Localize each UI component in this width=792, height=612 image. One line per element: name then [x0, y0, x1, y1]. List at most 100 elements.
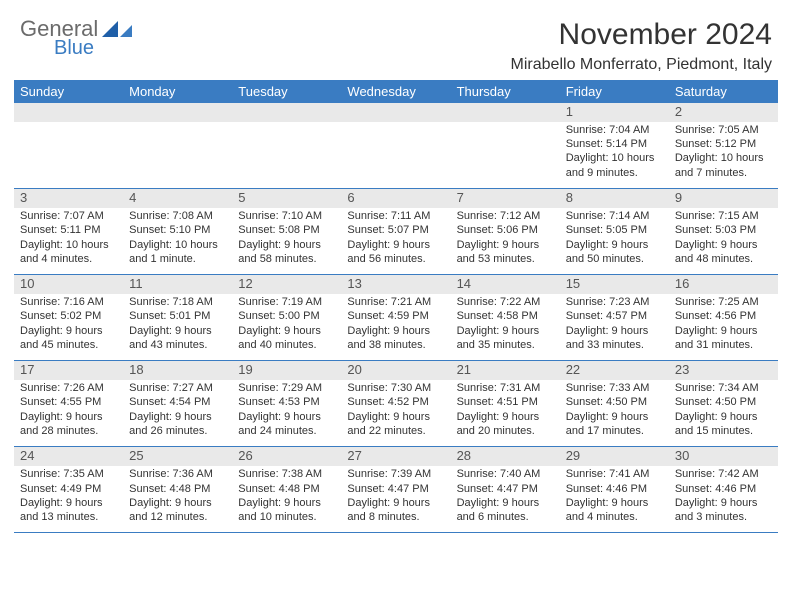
sunrise-text: Sunrise: 7:15 AM	[675, 209, 772, 223]
daylight-text: Daylight: 9 hours and 58 minutes.	[238, 238, 335, 267]
dow-thursday: Thursday	[451, 80, 560, 103]
sunrise-text: Sunrise: 7:29 AM	[238, 381, 335, 395]
sunrise-text: Sunrise: 7:40 AM	[457, 467, 554, 481]
calendar-cell: 29Sunrise: 7:41 AMSunset: 4:46 PMDayligh…	[560, 447, 669, 533]
calendar-cell: 23Sunrise: 7:34 AMSunset: 4:50 PMDayligh…	[669, 361, 778, 447]
daylight-text: Daylight: 9 hours and 3 minutes.	[675, 496, 772, 525]
sunset-text: Sunset: 4:54 PM	[129, 395, 226, 409]
dow-tuesday: Tuesday	[232, 80, 341, 103]
day-number: 29	[560, 447, 669, 466]
calendar-cell	[232, 103, 341, 189]
day-number-empty	[341, 103, 450, 122]
calendar-cell: 17Sunrise: 7:26 AMSunset: 4:55 PMDayligh…	[14, 361, 123, 447]
sunset-text: Sunset: 4:48 PM	[238, 482, 335, 496]
calendar-week-row: 24Sunrise: 7:35 AMSunset: 4:49 PMDayligh…	[14, 447, 778, 533]
calendar-cell: 4Sunrise: 7:08 AMSunset: 5:10 PMDaylight…	[123, 189, 232, 275]
daylight-text: Daylight: 9 hours and 17 minutes.	[566, 410, 663, 439]
sunrise-text: Sunrise: 7:39 AM	[347, 467, 444, 481]
sunset-text: Sunset: 4:49 PM	[20, 482, 117, 496]
sunrise-text: Sunrise: 7:36 AM	[129, 467, 226, 481]
daylight-text: Daylight: 9 hours and 28 minutes.	[20, 410, 117, 439]
day-number: 13	[341, 275, 450, 294]
calendar-cell: 12Sunrise: 7:19 AMSunset: 5:00 PMDayligh…	[232, 275, 341, 361]
sunrise-text: Sunrise: 7:42 AM	[675, 467, 772, 481]
dow-sunday: Sunday	[14, 80, 123, 103]
calendar-week-row: 10Sunrise: 7:16 AMSunset: 5:02 PMDayligh…	[14, 275, 778, 361]
day-number: 9	[669, 189, 778, 208]
sunrise-text: Sunrise: 7:18 AM	[129, 295, 226, 309]
daylight-text: Daylight: 9 hours and 56 minutes.	[347, 238, 444, 267]
sunset-text: Sunset: 5:06 PM	[457, 223, 554, 237]
daylight-text: Daylight: 9 hours and 45 minutes.	[20, 324, 117, 353]
daylight-text: Daylight: 9 hours and 22 minutes.	[347, 410, 444, 439]
sunset-text: Sunset: 5:00 PM	[238, 309, 335, 323]
calendar-cell: 3Sunrise: 7:07 AMSunset: 5:11 PMDaylight…	[14, 189, 123, 275]
day-number: 10	[14, 275, 123, 294]
calendar-cell	[14, 103, 123, 189]
day-number: 7	[451, 189, 560, 208]
logo: General Blue	[14, 18, 132, 58]
daylight-text: Daylight: 9 hours and 48 minutes.	[675, 238, 772, 267]
calendar-cell: 1Sunrise: 7:04 AMSunset: 5:14 PMDaylight…	[560, 103, 669, 189]
sunrise-text: Sunrise: 7:05 AM	[675, 123, 772, 137]
sunset-text: Sunset: 4:48 PM	[129, 482, 226, 496]
calendar-cell: 19Sunrise: 7:29 AMSunset: 4:53 PMDayligh…	[232, 361, 341, 447]
day-number: 26	[232, 447, 341, 466]
calendar-cell: 16Sunrise: 7:25 AMSunset: 4:56 PMDayligh…	[669, 275, 778, 361]
daylight-text: Daylight: 9 hours and 31 minutes.	[675, 324, 772, 353]
sunset-text: Sunset: 5:10 PM	[129, 223, 226, 237]
calendar-cell: 7Sunrise: 7:12 AMSunset: 5:06 PMDaylight…	[451, 189, 560, 275]
sunset-text: Sunset: 4:53 PM	[238, 395, 335, 409]
calendar-body: 1Sunrise: 7:04 AMSunset: 5:14 PMDaylight…	[14, 103, 778, 533]
sunrise-text: Sunrise: 7:21 AM	[347, 295, 444, 309]
header: General Blue November 2024 Mirabello Mon…	[14, 18, 778, 74]
daylight-text: Daylight: 9 hours and 53 minutes.	[457, 238, 554, 267]
calendar-week-row: 1Sunrise: 7:04 AMSunset: 5:14 PMDaylight…	[14, 103, 778, 189]
sunrise-text: Sunrise: 7:12 AM	[457, 209, 554, 223]
day-number: 16	[669, 275, 778, 294]
sunset-text: Sunset: 5:07 PM	[347, 223, 444, 237]
day-number: 22	[560, 361, 669, 380]
calendar-cell: 24Sunrise: 7:35 AMSunset: 4:49 PMDayligh…	[14, 447, 123, 533]
day-number: 8	[560, 189, 669, 208]
day-number-empty	[123, 103, 232, 122]
sunrise-text: Sunrise: 7:11 AM	[347, 209, 444, 223]
sunrise-text: Sunrise: 7:38 AM	[238, 467, 335, 481]
sunset-text: Sunset: 4:51 PM	[457, 395, 554, 409]
sunset-text: Sunset: 4:52 PM	[347, 395, 444, 409]
sunrise-text: Sunrise: 7:41 AM	[566, 467, 663, 481]
calendar-cell: 28Sunrise: 7:40 AMSunset: 4:47 PMDayligh…	[451, 447, 560, 533]
calendar-week-row: 3Sunrise: 7:07 AMSunset: 5:11 PMDaylight…	[14, 189, 778, 275]
daylight-text: Daylight: 10 hours and 9 minutes.	[566, 151, 663, 180]
sunrise-text: Sunrise: 7:23 AM	[566, 295, 663, 309]
sunset-text: Sunset: 4:55 PM	[20, 395, 117, 409]
calendar-cell: 20Sunrise: 7:30 AMSunset: 4:52 PMDayligh…	[341, 361, 450, 447]
month-title: November 2024	[511, 18, 772, 52]
day-number: 23	[669, 361, 778, 380]
calendar-cell: 27Sunrise: 7:39 AMSunset: 4:47 PMDayligh…	[341, 447, 450, 533]
sunrise-text: Sunrise: 7:19 AM	[238, 295, 335, 309]
day-number: 11	[123, 275, 232, 294]
sunset-text: Sunset: 5:08 PM	[238, 223, 335, 237]
day-number: 30	[669, 447, 778, 466]
daylight-text: Daylight: 10 hours and 7 minutes.	[675, 151, 772, 180]
calendar-cell	[451, 103, 560, 189]
sunset-text: Sunset: 5:05 PM	[566, 223, 663, 237]
day-number-empty	[14, 103, 123, 122]
sunrise-text: Sunrise: 7:10 AM	[238, 209, 335, 223]
calendar-cell	[123, 103, 232, 189]
dow-friday: Friday	[560, 80, 669, 103]
calendar-week-row: 17Sunrise: 7:26 AMSunset: 4:55 PMDayligh…	[14, 361, 778, 447]
day-number: 4	[123, 189, 232, 208]
sunset-text: Sunset: 4:46 PM	[675, 482, 772, 496]
sunset-text: Sunset: 5:12 PM	[675, 137, 772, 151]
calendar-cell: 11Sunrise: 7:18 AMSunset: 5:01 PMDayligh…	[123, 275, 232, 361]
calendar-cell: 21Sunrise: 7:31 AMSunset: 4:51 PMDayligh…	[451, 361, 560, 447]
day-number: 5	[232, 189, 341, 208]
day-number: 27	[341, 447, 450, 466]
day-number: 24	[14, 447, 123, 466]
sunset-text: Sunset: 4:58 PM	[457, 309, 554, 323]
sunset-text: Sunset: 4:50 PM	[566, 395, 663, 409]
sunrise-text: Sunrise: 7:27 AM	[129, 381, 226, 395]
daylight-text: Daylight: 9 hours and 35 minutes.	[457, 324, 554, 353]
